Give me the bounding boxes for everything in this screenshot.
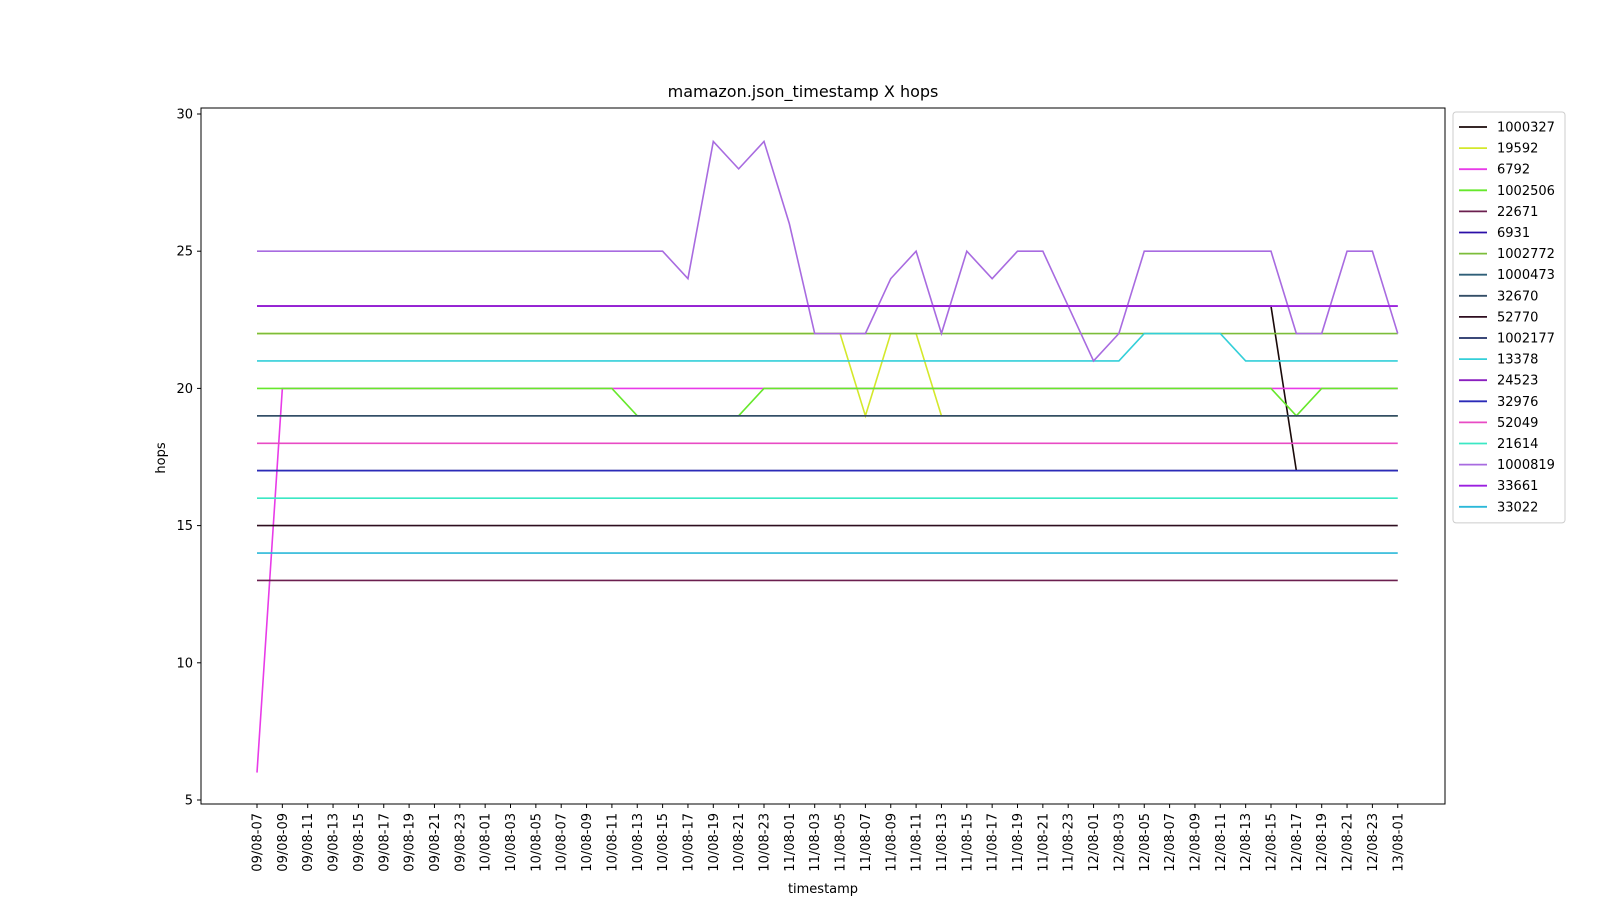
x-axis: 09/08-07 09/08-09 09/08-11 09/08-13 09/08-15… bbox=[251, 804, 1406, 872]
legend: 1000327 19592 6792 1002506 22671 6931 1002772 1… bbox=[1452, 111, 1566, 524]
x-tick-label: 10/08-15 bbox=[656, 813, 671, 872]
x-tick-label: 10/08-01 bbox=[479, 813, 494, 872]
legend-label-22671: 22671 bbox=[1497, 205, 1538, 220]
x-tick-label: 12/08-19 bbox=[1315, 813, 1330, 872]
x-tick-label: 11/08-21 bbox=[1036, 813, 1051, 872]
legend-label-6931: 6931 bbox=[1497, 226, 1530, 241]
legend-label-52770: 52770 bbox=[1497, 310, 1538, 325]
x-tick-label: 12/08-17 bbox=[1290, 813, 1305, 872]
x-tick-label: 11/08-23 bbox=[1062, 813, 1077, 872]
x-tick-label: 11/08-05 bbox=[834, 813, 849, 872]
chart-title: mamazon.json_timestamp X hops bbox=[668, 82, 939, 102]
legend-label-21614: 21614 bbox=[1497, 437, 1538, 452]
legend-label-1000327: 1000327 bbox=[1497, 121, 1555, 136]
x-tick-label: 10/08-05 bbox=[529, 813, 544, 872]
x-tick-label: 13/08-01 bbox=[1391, 813, 1406, 872]
x-tick-label: 10/08-03 bbox=[504, 813, 519, 872]
y-axis: 5 10 15 20 25 30 bbox=[176, 108, 201, 809]
x-tick-label: 09/08-09 bbox=[276, 813, 291, 872]
y-tick-label: 25 bbox=[176, 245, 193, 260]
x-tick-label: 12/08-09 bbox=[1188, 813, 1203, 872]
legend-label-1002506: 1002506 bbox=[1497, 184, 1555, 199]
x-tick-label: 11/08-03 bbox=[808, 813, 823, 872]
series-line-13378 bbox=[257, 332, 1398, 362]
x-tick-label: 11/08-19 bbox=[1011, 813, 1026, 872]
legend-label-33661: 33661 bbox=[1497, 479, 1538, 494]
legend-label-13378: 13378 bbox=[1497, 353, 1538, 368]
x-tick-label: 10/08-23 bbox=[758, 813, 773, 872]
legend-label-32976: 32976 bbox=[1497, 395, 1538, 410]
x-tick-label: 12/08-05 bbox=[1138, 813, 1153, 872]
x-tick-label: 11/08-11 bbox=[910, 813, 925, 872]
legend-label-1002772: 1002772 bbox=[1497, 247, 1555, 262]
x-tick-label: 10/08-13 bbox=[631, 813, 646, 872]
legend-label-33022: 33022 bbox=[1497, 500, 1538, 515]
x-tick-label: 11/08-09 bbox=[884, 813, 899, 872]
y-tick-label: 5 bbox=[185, 794, 193, 809]
x-tick-label: 10/08-11 bbox=[605, 813, 620, 872]
x-tick-label: 10/08-07 bbox=[555, 813, 570, 872]
x-tick-label: 11/08-13 bbox=[935, 813, 950, 872]
x-tick-label: 09/08-13 bbox=[327, 813, 342, 872]
y-axis-label: hops bbox=[154, 442, 169, 473]
y-tick-label: 30 bbox=[176, 108, 193, 123]
x-tick-label: 12/08-07 bbox=[1163, 813, 1178, 872]
legend-frame bbox=[1452, 111, 1566, 524]
legend-label-1000819: 1000819 bbox=[1497, 458, 1555, 473]
series-line-1000819 bbox=[257, 139, 1399, 363]
series-layer bbox=[256, 139, 1399, 773]
y-tick-label: 20 bbox=[176, 382, 193, 397]
x-tick-label: 12/08-23 bbox=[1366, 813, 1381, 872]
legend-label-19592: 19592 bbox=[1497, 142, 1538, 157]
legend-label-52049: 52049 bbox=[1497, 416, 1538, 431]
x-tick-label: 09/08-15 bbox=[352, 813, 367, 872]
x-tick-label: 09/08-23 bbox=[453, 813, 468, 872]
x-tick-label: 09/08-07 bbox=[251, 813, 266, 872]
series-line-1002506 bbox=[257, 387, 1398, 418]
x-tick-label: 12/08-11 bbox=[1214, 813, 1229, 872]
x-tick-label: 10/08-19 bbox=[707, 813, 722, 872]
x-tick-label: 11/08-15 bbox=[960, 813, 975, 872]
x-tick-label: 09/08-17 bbox=[377, 813, 392, 872]
x-tick-label: 12/08-13 bbox=[1239, 813, 1254, 872]
y-tick-label: 10 bbox=[176, 656, 193, 671]
legend-label-1000473: 1000473 bbox=[1497, 268, 1555, 283]
legend-label-32670: 32670 bbox=[1497, 289, 1538, 304]
x-tick-label: 11/08-07 bbox=[859, 813, 874, 872]
legend-label-24523: 24523 bbox=[1497, 374, 1538, 389]
x-tick-label: 10/08-09 bbox=[580, 813, 595, 872]
x-tick-label: 09/08-19 bbox=[403, 813, 418, 872]
plot-area-frame bbox=[200, 107, 1446, 805]
x-tick-label: 10/08-21 bbox=[732, 813, 747, 872]
x-tick-label: 11/08-17 bbox=[986, 813, 1001, 872]
x-tick-label: 12/08-21 bbox=[1341, 813, 1356, 872]
legend-label-6792: 6792 bbox=[1497, 163, 1530, 178]
y-tick-label: 15 bbox=[176, 519, 193, 534]
x-tick-label: 11/08-01 bbox=[783, 813, 798, 872]
x-tick-label: 12/08-03 bbox=[1112, 813, 1127, 872]
x-tick-label: 12/08-01 bbox=[1087, 813, 1102, 872]
x-tick-label: 12/08-15 bbox=[1265, 813, 1280, 872]
legend-label-1002177: 1002177 bbox=[1497, 332, 1555, 347]
x-tick-label: 09/08-11 bbox=[301, 813, 316, 872]
x-axis-label: timestamp bbox=[788, 882, 858, 897]
x-tick-label: 10/08-17 bbox=[681, 813, 696, 872]
x-tick-label: 09/08-21 bbox=[428, 813, 443, 872]
